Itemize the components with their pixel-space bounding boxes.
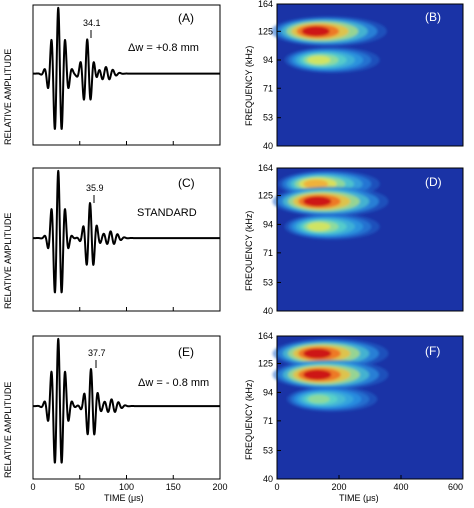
panel-a-xticks [32, 141, 221, 145]
y-tick-label: 71 [263, 248, 273, 258]
energy-contour [303, 348, 332, 359]
energy-contour [303, 369, 332, 380]
energy-contour [307, 222, 331, 231]
panel-a-peak-value: 34.1 [83, 18, 101, 28]
energy-contour [303, 179, 329, 189]
panel-b-yticks: 40 53 71 94 125 164 [258, 0, 281, 151]
panel-d-yticks: 40 53 71 94 125 164 [258, 163, 281, 316]
y-tick-label: 125 [258, 26, 273, 36]
panel-d-frame [276, 167, 464, 312]
panel-f-energy [272, 338, 389, 412]
panel-f: (F) 40 53 71 94 125 164 0 200 400 600 FREQUENCY … [244, 331, 464, 503]
x-tick-label: 100 [119, 482, 134, 492]
panel-f-xticks: 0 200 400 600 [274, 475, 464, 492]
panel-e-peak-value: 37.7 [88, 348, 106, 358]
x-tick-label: 600 [448, 482, 463, 492]
panel-c: (C) 35.9 STANDARD RELATIVE AMPLITUDE [3, 167, 221, 312]
energy-contour [307, 55, 331, 65]
y-tick-label: 71 [263, 83, 273, 93]
x-tick-label: 200 [212, 482, 227, 492]
panel-a-ylabel: RELATIVE AMPLITUDE [3, 49, 13, 145]
y-tick-label: 164 [258, 163, 273, 173]
y-tick-label: 53 [263, 445, 273, 455]
panel-e-label: (E) [178, 345, 194, 359]
panel-d-energy [272, 170, 389, 240]
panel-c-peak-value: 35.9 [86, 183, 104, 193]
panel-f-label: (F) [425, 344, 440, 358]
panel-b-ylabel: FREQUENCY (kHz) [244, 46, 254, 126]
y-tick-label: 53 [263, 277, 273, 287]
x-tick-label: 0 [274, 482, 279, 492]
panel-c-xticks [32, 307, 221, 311]
x-tick-label: 150 [166, 482, 181, 492]
panel-d-label: (D) [425, 175, 442, 189]
panel-e-xticks: 0 50 100 150 200 [30, 475, 228, 492]
panel-a-waveform [32, 6, 221, 130]
panel-c-ylabel: RELATIVE AMPLITUDE [3, 213, 13, 309]
y-tick-label: 94 [263, 55, 273, 65]
y-tick-label: 94 [263, 387, 273, 397]
y-tick-label: 94 [263, 219, 273, 229]
y-tick-label: 125 [258, 359, 273, 369]
y-tick-label: 164 [258, 0, 273, 9]
panel-d-ylabel: FREQUENCY (kHz) [244, 211, 254, 291]
y-tick-label: 40 [263, 306, 273, 316]
panel-e-xlabel: TIME (μs) [104, 493, 144, 503]
panel-d: (D) 40 53 71 94 125 164 FREQUENCY (kHz) [244, 163, 464, 316]
panel-e-condition: Δw = - 0.8 mm [138, 377, 209, 389]
y-tick-label: 40 [263, 141, 273, 151]
energy-contour [303, 196, 332, 207]
panel-e: (E) 37.7 Δw = - 0.8 mm RELATIVE AMPLITUD… [3, 335, 228, 503]
panel-c-waveform [32, 169, 221, 294]
y-tick-label: 40 [263, 474, 273, 484]
panel-b-energy [270, 16, 387, 73]
x-tick-label: 400 [393, 482, 408, 492]
energy-contour [301, 26, 330, 37]
panel-b-frame [276, 3, 464, 147]
energy-contour [308, 394, 330, 404]
y-tick-label: 125 [258, 191, 273, 201]
panel-a: (A) 34.1 Δw = +0.8 mm RELATIVE AMPLITUDE [3, 4, 221, 146]
y-tick-label: 164 [258, 331, 273, 341]
y-tick-label: 71 [263, 416, 273, 426]
panel-f-frame [276, 335, 464, 480]
panel-b-label: (B) [425, 10, 441, 24]
panel-c-condition: STANDARD [137, 207, 197, 219]
y-tick-label: 53 [263, 113, 273, 123]
panel-c-label: (C) [178, 176, 195, 190]
panel-f-xlabel: TIME (μs) [339, 493, 379, 503]
x-tick-label: 200 [331, 482, 346, 492]
panel-e-ylabel: RELATIVE AMPLITUDE [3, 382, 13, 478]
panel-a-condition: Δw = +0.8 mm [128, 42, 199, 54]
panel-a-label: (A) [178, 11, 194, 25]
x-tick-label: 0 [30, 482, 35, 492]
panel-f-yticks: 40 53 71 94 125 164 [258, 331, 281, 484]
panel-f-ylabel: FREQUENCY (kHz) [244, 380, 254, 460]
x-tick-label: 50 [75, 482, 85, 492]
panel-e-waveform [32, 337, 221, 464]
panel-b: (B) 40 53 71 94 125 164 FREQUENCY (kHz) [244, 0, 464, 151]
